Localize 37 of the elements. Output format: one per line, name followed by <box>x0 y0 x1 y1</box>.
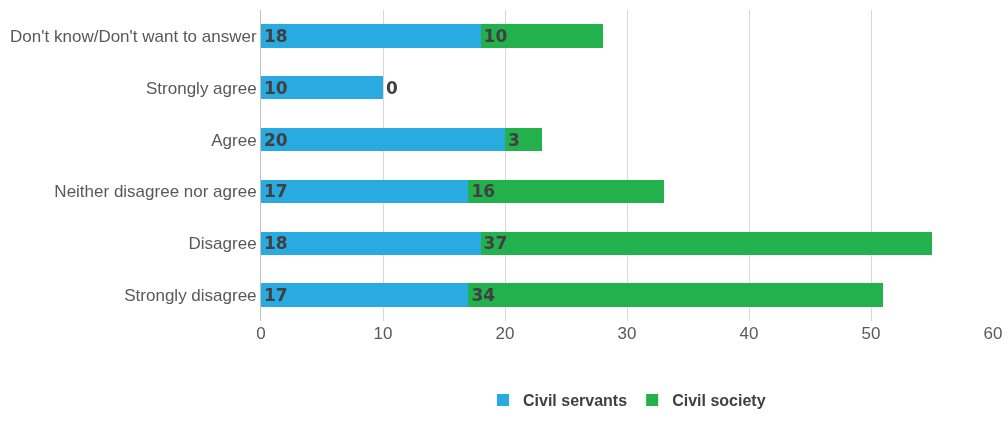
data-label: 10 <box>264 77 288 98</box>
y-tick-label: Disagree <box>188 234 257 254</box>
y-tick-label: Strongly agree <box>146 78 257 98</box>
bar <box>480 231 932 255</box>
data-label: 10 <box>483 25 508 46</box>
bar <box>261 179 469 204</box>
y-tick-label: Strongly disagree <box>124 286 257 306</box>
bar <box>468 179 664 204</box>
data-label: 18 <box>264 25 288 46</box>
data-label: 3 <box>508 129 520 150</box>
x-tick-label: 50 <box>861 324 881 343</box>
y-tick-label: Neither disagree nor agree <box>54 182 257 202</box>
x-tick-label: 40 <box>739 324 759 343</box>
legend-label: Civil society <box>672 392 766 410</box>
legend-label: Civil servants <box>523 392 628 410</box>
x-tick-label: 10 <box>373 324 393 343</box>
data-label: 20 <box>264 129 288 150</box>
bar <box>261 283 469 307</box>
data-label: 16 <box>471 181 496 202</box>
data-label: 34 <box>471 285 496 306</box>
bar <box>261 127 505 152</box>
bar <box>261 231 481 255</box>
data-label: 0 <box>386 77 398 98</box>
y-tick-label: Don't know/Don't want to answer <box>10 26 257 46</box>
x-tick-label: 30 <box>617 324 637 343</box>
x-tick-label: 0 <box>256 324 266 343</box>
data-label: 37 <box>483 233 508 254</box>
bar <box>261 24 481 48</box>
bar <box>261 76 383 100</box>
x-tick-label: 20 <box>495 324 515 343</box>
data-label: 17 <box>264 181 288 202</box>
bar <box>480 24 603 48</box>
data-label: 17 <box>264 285 288 306</box>
bar <box>468 283 884 307</box>
data-label: 18 <box>264 233 288 254</box>
x-tick-label: 60 <box>983 324 1003 343</box>
y-tick-label: Agree <box>211 130 257 150</box>
